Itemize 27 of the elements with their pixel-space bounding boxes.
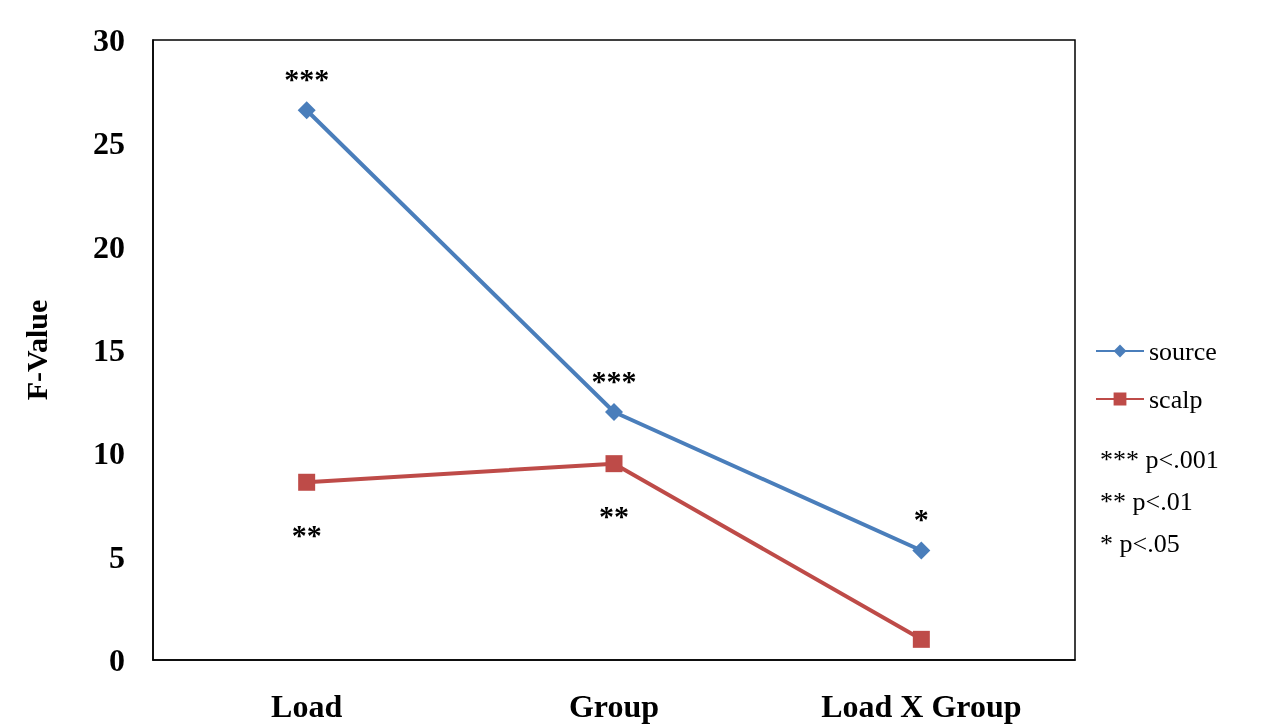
point xyxy=(605,403,623,421)
text: * p<.05 xyxy=(1100,528,1180,558)
y-tick-label: 10 xyxy=(93,435,125,472)
annotation: ** xyxy=(599,499,629,533)
y-tick-label: 20 xyxy=(93,228,125,265)
legend-label: source xyxy=(1149,336,1217,366)
y-tick-label: 30 xyxy=(93,22,125,58)
annotation: *** xyxy=(284,61,330,95)
x-tick-label: Load xyxy=(271,688,343,724)
text: ** p<.01 xyxy=(1100,486,1193,516)
text: *** p<.001 xyxy=(1100,444,1219,474)
annotation: * xyxy=(913,501,929,535)
y-tick-label: 0 xyxy=(109,642,125,678)
point xyxy=(912,630,930,648)
point xyxy=(297,101,316,120)
annotation: *** xyxy=(591,363,637,397)
y-tick-label: 25 xyxy=(93,125,125,162)
point xyxy=(605,455,623,473)
point xyxy=(298,473,316,491)
annotation: ** xyxy=(291,517,322,551)
x-tick-label: Group xyxy=(568,688,660,724)
y-axis-title: F-Value xyxy=(19,299,53,401)
y-tick-label: 15 xyxy=(93,332,125,368)
x-tick-label: Load X Group xyxy=(821,688,1022,724)
point xyxy=(912,541,931,560)
y-tick-label: 5 xyxy=(109,538,125,575)
legend-label: scalp xyxy=(1149,384,1203,414)
